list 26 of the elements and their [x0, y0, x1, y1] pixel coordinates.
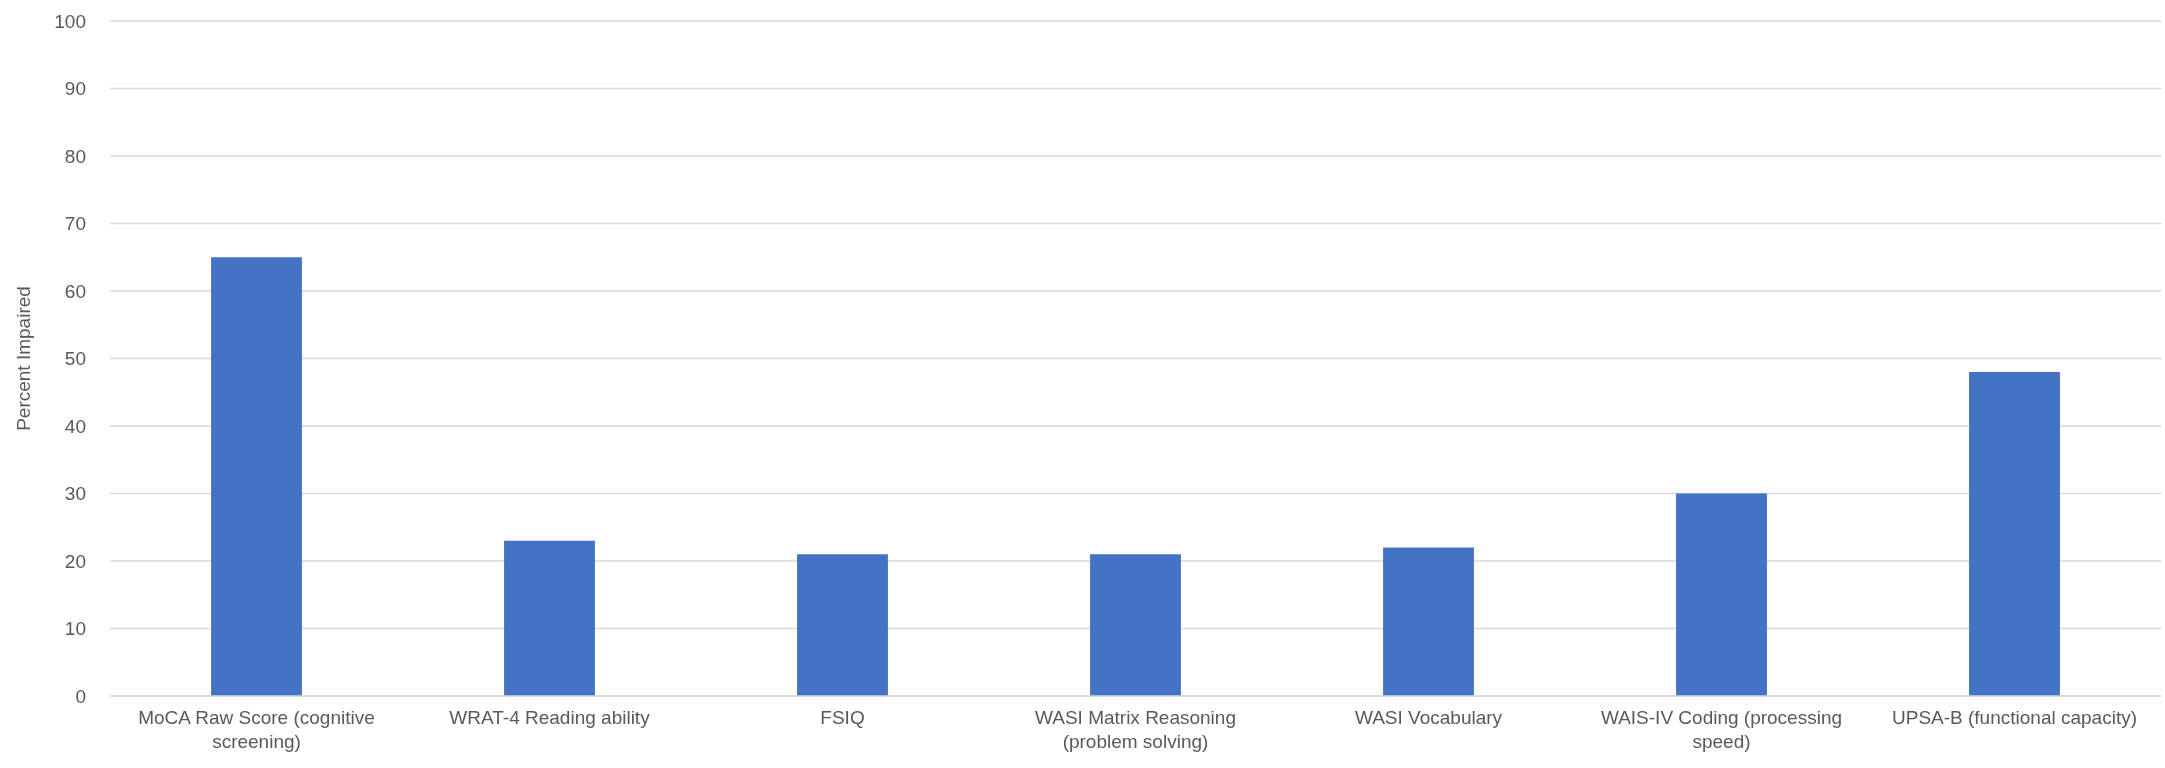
bar: [1090, 554, 1181, 696]
y-tick-label: 90: [64, 78, 86, 100]
x-tick-label: WASI Matrix Reasoning (problem solving): [1035, 707, 1236, 752]
y-tick-label: 80: [64, 145, 86, 167]
bar: [1676, 493, 1767, 696]
y-tick-label: 50: [64, 348, 86, 370]
y-tick-label: 40: [64, 415, 86, 437]
y-tick-label: 70: [64, 213, 86, 235]
bar: [211, 257, 302, 696]
y-tick-label: 100: [54, 10, 86, 32]
x-tick-label: MoCA Raw Score (cognitive screening): [138, 707, 375, 752]
x-tick-label: WAIS-IV Coding (processing speed): [1600, 707, 1843, 752]
bar: [504, 540, 595, 696]
y-axis-title: Percent Impaired: [13, 286, 34, 431]
x-tick-label: WRAT-4 Reading ability: [449, 707, 651, 728]
bar: [1383, 547, 1474, 696]
x-tick-label: FSIQ: [820, 707, 865, 728]
y-tick-label: 0: [75, 685, 86, 707]
x-tick-label: UPSA-B (functional capacity): [1892, 707, 2137, 728]
y-tick-label: 30: [64, 483, 86, 505]
y-tick-label: 20: [64, 550, 86, 572]
x-tick-label: WASI Vocabulary: [1354, 707, 1503, 728]
y-tick-label: 10: [64, 618, 86, 640]
y-tick-label: 60: [64, 280, 86, 302]
bar: [1969, 372, 2060, 696]
bar: [797, 554, 888, 696]
